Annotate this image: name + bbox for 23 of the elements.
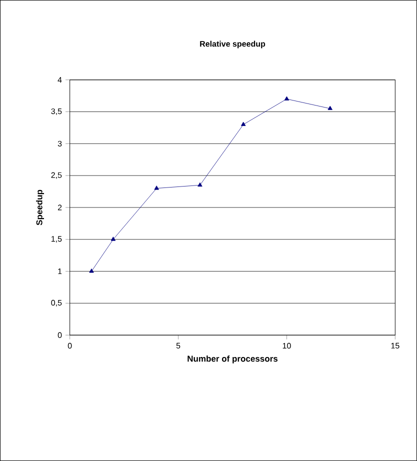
y-tick-label: 1 [58, 268, 62, 274]
y-tick-label: 3,5 [51, 108, 62, 116]
point [110, 236, 116, 241]
x-tick-label: 5 [176, 342, 180, 349]
y-tick-label: 2 [58, 204, 62, 210]
y-tick-label: 1,5 [52, 236, 62, 243]
y-tick-label: 2,5 [51, 172, 62, 179]
y-axis-title: Speedup [36, 190, 44, 226]
point [154, 186, 159, 190]
x-axis-title: Number of processors [188, 355, 278, 364]
chart-title: Relative speedup [200, 40, 266, 48]
y-tick-label: 0 [58, 332, 62, 338]
point [241, 122, 246, 126]
point [328, 106, 333, 110]
point [89, 268, 94, 273]
y-tick-label: 4 [58, 77, 62, 83]
x-tick-label: 10 [282, 342, 291, 349]
x-tick-label: 15 [391, 342, 400, 349]
y-tick-label: 3 [58, 140, 62, 146]
x-tick-label: 0 [68, 342, 72, 349]
point [198, 182, 202, 187]
y-tick-label: 0,5 [51, 300, 62, 307]
point [284, 96, 290, 100]
